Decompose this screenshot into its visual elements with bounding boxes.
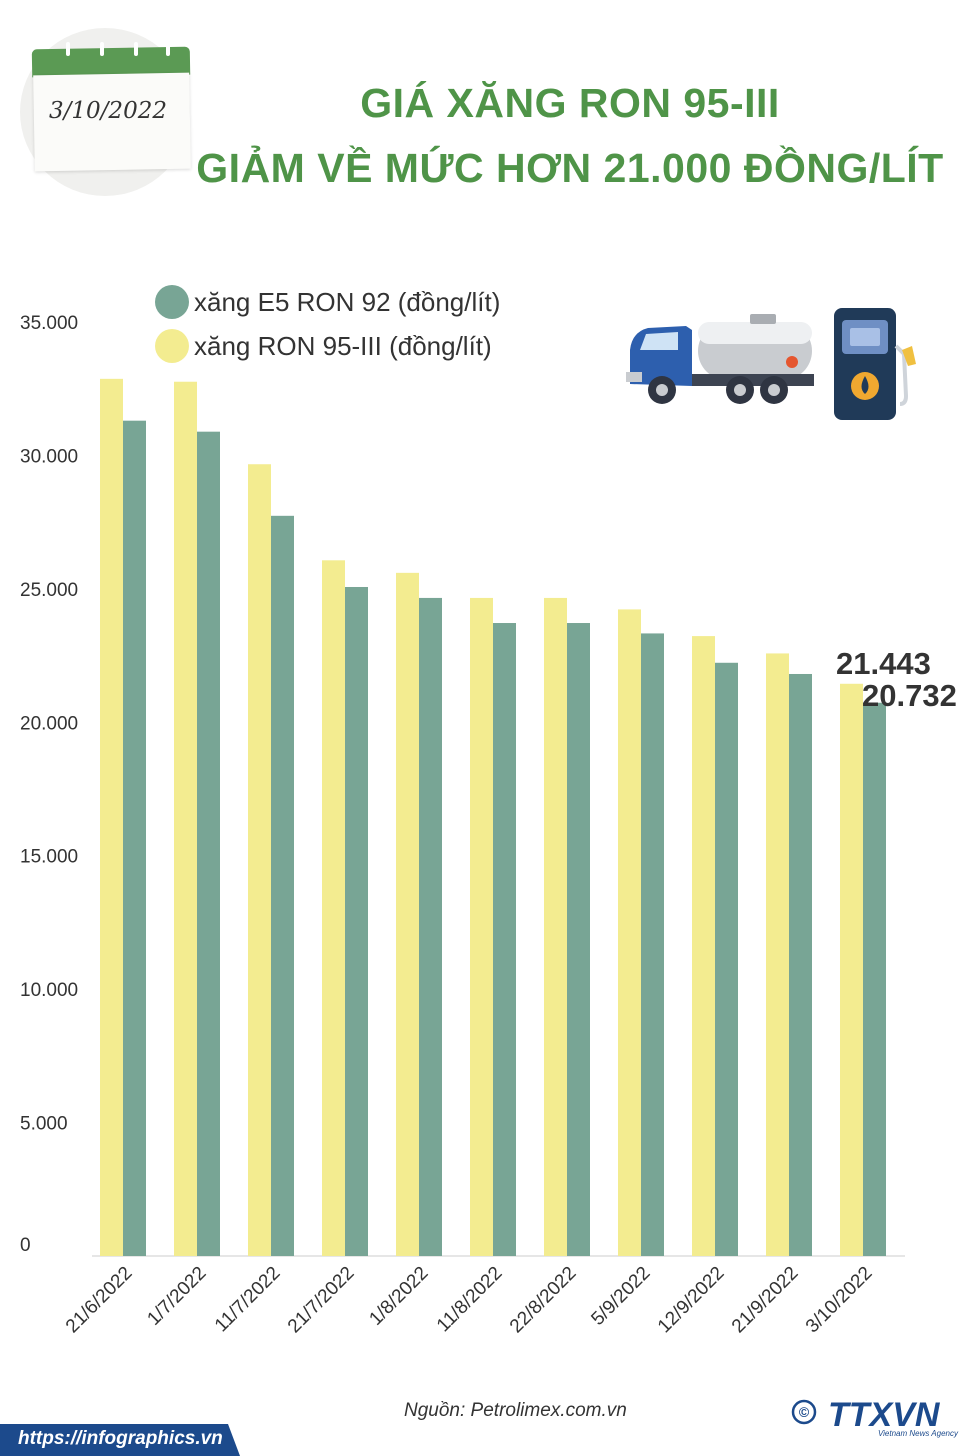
svg-text:TTXVN: TTXVN bbox=[828, 1396, 941, 1434]
bar-ron95 bbox=[470, 597, 493, 1256]
page-title-line1: GIÁ XĂNG RON 95-III bbox=[360, 80, 780, 126]
data-label-e5ron92: 20.732 bbox=[862, 678, 957, 713]
x-tick-label: 21/7/2022 bbox=[284, 1263, 359, 1338]
x-tick-label: 11/8/2022 bbox=[433, 1263, 507, 1337]
x-tick-label: 12/9/2022 bbox=[654, 1263, 729, 1338]
source-note: Nguồn: Petrolimex.com.vn bbox=[404, 1400, 627, 1421]
data-label-ron95: 21.443 bbox=[836, 646, 931, 681]
y-tick-label: 5.000 bbox=[20, 1114, 68, 1135]
fuel-pump-icon bbox=[834, 308, 916, 420]
x-tick-label: 3/10/2022 bbox=[802, 1263, 877, 1338]
x-axis: 21/6/2022 1/7/2022 11/7/2022 21/7/2022 1/8/2… bbox=[62, 1263, 877, 1338]
bar-e5ron92 bbox=[419, 597, 442, 1256]
bar-e5ron92 bbox=[863, 702, 886, 1256]
url-bar bbox=[0, 1424, 240, 1456]
y-tick-label: 30.000 bbox=[20, 446, 78, 467]
bar-e5ron92 bbox=[345, 586, 368, 1256]
calendar-date: 3/10/2022 bbox=[49, 98, 167, 124]
bar-ron95 bbox=[544, 597, 567, 1256]
bar-e5ron92 bbox=[271, 515, 294, 1256]
ttxvn-logo: © TTXVN Vietnam News Agency bbox=[791, 1396, 959, 1438]
svg-text:©: © bbox=[799, 1404, 810, 1420]
bar-ron95 bbox=[618, 609, 641, 1256]
y-tick-label: 35.000 bbox=[20, 313, 78, 334]
bar-ron95 bbox=[100, 378, 123, 1256]
bar-e5ron92 bbox=[493, 623, 516, 1256]
bar-e5ron92 bbox=[567, 623, 590, 1256]
bar-ron95 bbox=[322, 560, 345, 1256]
bar-ron95 bbox=[766, 653, 789, 1256]
y-tick-label: 25.000 bbox=[20, 580, 78, 601]
x-tick-label: 5/9/2022 bbox=[587, 1263, 654, 1330]
legend-swatch bbox=[155, 285, 189, 319]
legend-swatch bbox=[155, 329, 189, 363]
bar-ron95 bbox=[248, 464, 271, 1256]
bar-chart: xăng E5 RON 92 (đồng/lít) xăng RON 95-III… bbox=[20, 285, 957, 1338]
bar-ron95 bbox=[396, 572, 419, 1256]
bar-e5ron92 bbox=[789, 673, 812, 1256]
bar-e5ron92 bbox=[715, 662, 738, 1256]
x-tick-label: 1/7/2022 bbox=[143, 1263, 210, 1330]
legend-label: xăng RON 95-III (đồng/lít) bbox=[194, 331, 492, 361]
x-tick-label: 21/9/2022 bbox=[728, 1263, 803, 1338]
tanker-truck-icon bbox=[626, 314, 814, 404]
x-tick-label: 1/8/2022 bbox=[365, 1263, 432, 1330]
y-tick-label: 15.000 bbox=[20, 847, 78, 868]
svg-text:Vietnam News Agency: Vietnam News Agency bbox=[878, 1429, 959, 1438]
chart-legend: xăng E5 RON 92 (đồng/lít) xăng RON 95-III… bbox=[155, 285, 500, 363]
website-link[interactable]: https://infographics.vn bbox=[18, 1428, 223, 1449]
x-tick-label: 11/7/2022 bbox=[211, 1263, 285, 1337]
chart-bars bbox=[100, 378, 886, 1256]
legend-label: xăng E5 RON 92 (đồng/lít) bbox=[194, 287, 500, 317]
x-tick-label: 21/6/2022 bbox=[62, 1263, 137, 1338]
calendar-icon: 3/10/2022 bbox=[20, 28, 191, 196]
bar-ron95 bbox=[174, 381, 197, 1256]
y-tick-label: 0 bbox=[20, 1235, 31, 1256]
bar-ron95 bbox=[692, 636, 715, 1256]
bar-e5ron92 bbox=[197, 431, 220, 1256]
x-tick-label: 22/8/2022 bbox=[506, 1263, 581, 1338]
y-tick-label: 20.000 bbox=[20, 713, 78, 734]
bar-e5ron92 bbox=[123, 420, 146, 1256]
bar-e5ron92 bbox=[641, 633, 664, 1256]
bar-ron95 bbox=[840, 683, 863, 1256]
y-tick-label: 10.000 bbox=[20, 980, 78, 1001]
page-title-line2: GIẢM VỀ MỨC HƠN 21.000 ĐỒNG/LÍT bbox=[196, 145, 944, 191]
